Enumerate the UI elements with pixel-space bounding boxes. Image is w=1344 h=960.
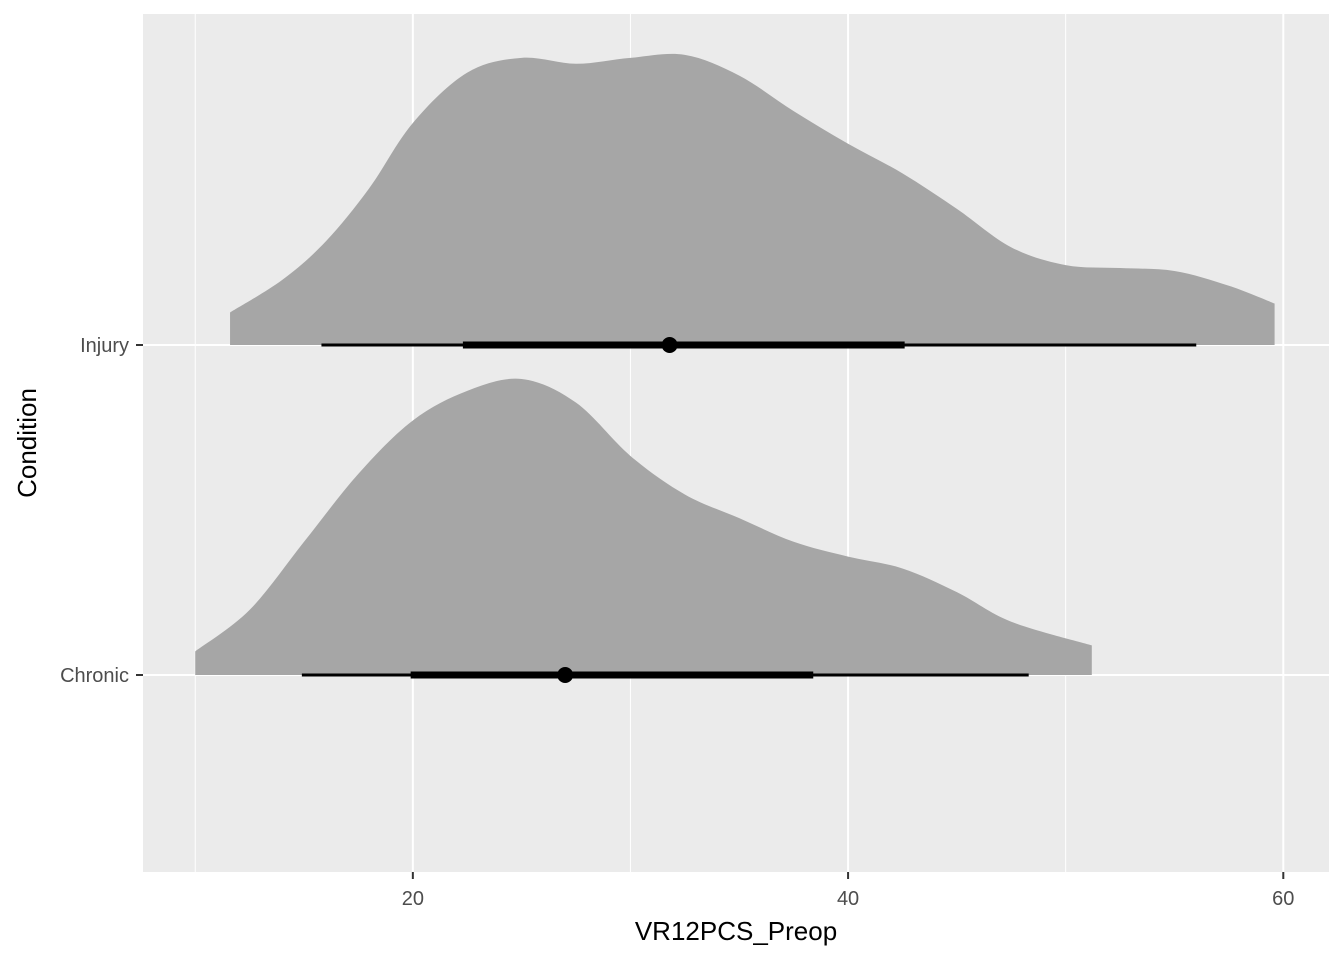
y-tick-label: Chronic bbox=[60, 665, 129, 687]
density-chronic bbox=[195, 378, 1092, 675]
marks bbox=[195, 53, 1275, 683]
y-tick-label: Injury bbox=[80, 335, 129, 357]
x-tick-label: 20 bbox=[402, 888, 424, 910]
y-axis-title: Condition bbox=[12, 388, 42, 498]
x-tick-label: 60 bbox=[1272, 888, 1294, 910]
point-injury bbox=[661, 337, 678, 353]
point-chronic bbox=[557, 667, 574, 683]
y-axis: Chronic Injury bbox=[60, 335, 143, 687]
x-axis: 20 40 60 bbox=[402, 872, 1294, 910]
density-injury bbox=[230, 53, 1275, 346]
x-axis-title: VR12PCS_Preop bbox=[635, 916, 837, 946]
x-tick-label: 40 bbox=[837, 888, 859, 910]
